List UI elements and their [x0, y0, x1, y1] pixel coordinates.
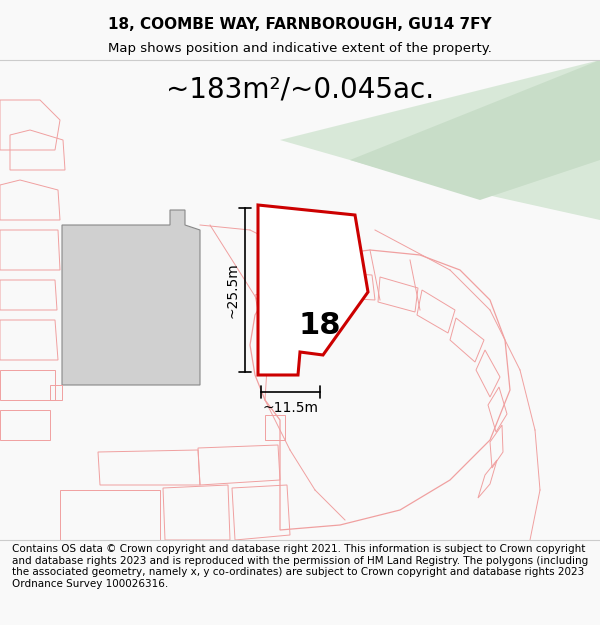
Polygon shape [258, 205, 368, 375]
Text: Contains OS data © Crown copyright and database right 2021. This information is : Contains OS data © Crown copyright and d… [12, 544, 588, 589]
Text: Map shows position and indicative extent of the property.: Map shows position and indicative extent… [108, 42, 492, 55]
Polygon shape [280, 60, 600, 220]
Text: 18: 18 [299, 311, 341, 339]
Text: ~25.5m: ~25.5m [226, 262, 240, 318]
Polygon shape [350, 60, 600, 200]
Text: ~11.5m: ~11.5m [263, 401, 319, 415]
Polygon shape [62, 210, 200, 385]
Text: ~183m²/~0.045ac.: ~183m²/~0.045ac. [166, 76, 434, 104]
Text: 18, COOMBE WAY, FARNBOROUGH, GU14 7FY: 18, COOMBE WAY, FARNBOROUGH, GU14 7FY [108, 17, 492, 32]
